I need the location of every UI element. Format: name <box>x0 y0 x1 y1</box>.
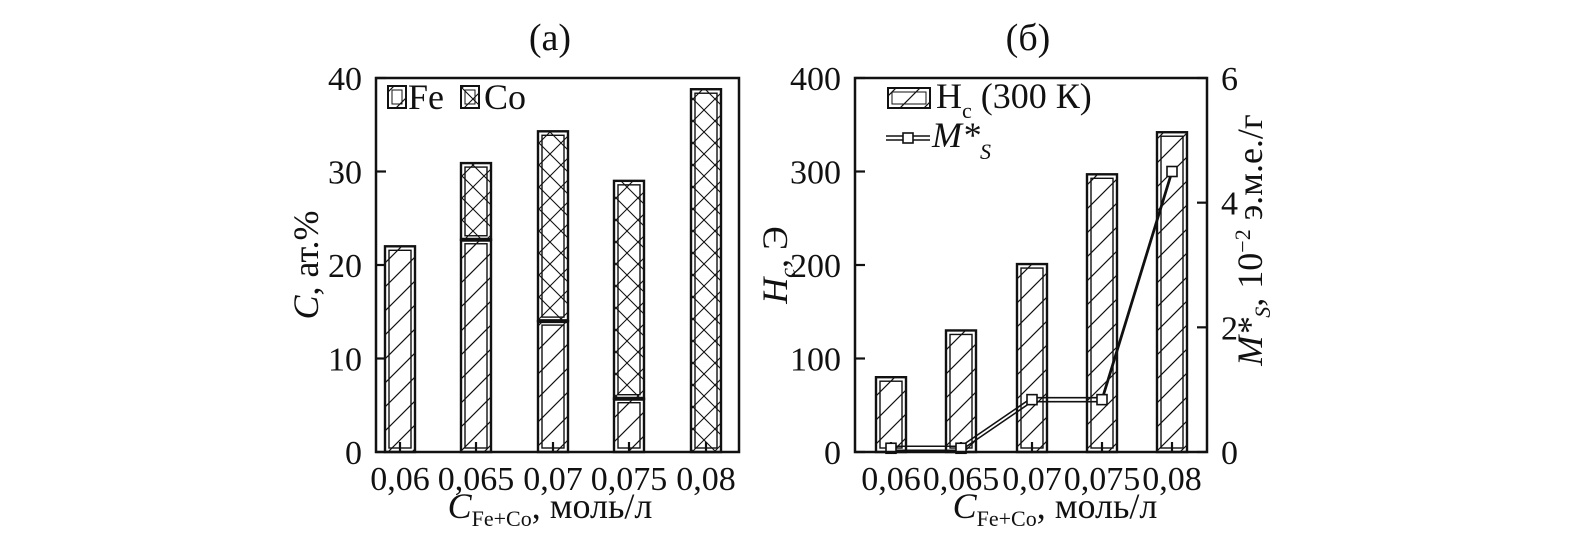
panel-a-x-axis-label: CFe+Co, моль/л <box>448 486 653 531</box>
legend-co-label: Co <box>484 77 526 117</box>
panel-a-y-tick-label: 10 <box>328 342 362 379</box>
panel-b-right-label-sub: S <box>1250 307 1275 318</box>
panel-b-left-tick-label: 300 <box>790 155 841 192</box>
panel-a-y-tick-label: 0 <box>345 435 362 472</box>
panel-b-x-tick-labels: 0,06 0,065 0,07 0,075 0,08 <box>861 461 1202 498</box>
panel-b-right-label-var: M* <box>1230 318 1270 367</box>
panel-b-bars <box>874 131 1189 454</box>
panel-b-right-tick-label: 6 <box>1221 61 1238 98</box>
legend-co-swatch <box>460 85 480 109</box>
bar-hc-2 <box>1015 262 1049 454</box>
panel-b-x-label-sub: Fe+Co <box>977 506 1037 531</box>
panel-b-left-tick-label: 0 <box>824 435 841 472</box>
panel-a-x-tick-label: 0,075 <box>591 461 668 498</box>
panel-b-left-label-sub: c <box>775 268 800 278</box>
panel-b-right-tick-label: 2 <box>1221 310 1238 347</box>
panel-b-x-tick-label: 0,06 <box>861 461 921 498</box>
panel-b-right-label-scale: , 10 <box>1230 253 1270 307</box>
bar-fe-0 <box>383 245 417 454</box>
legend-fe-swatch <box>387 85 407 109</box>
panel-b-left-tick-label: 400 <box>790 61 841 98</box>
bar-hc-1 <box>944 329 978 454</box>
ms-point-3 <box>1096 393 1108 406</box>
panel-b-left-label-unit: , Э <box>755 226 795 268</box>
panel-a-x-label-var: C <box>448 486 473 526</box>
panel-b-right-label-exp: −2 <box>1230 229 1255 252</box>
panel-b-x-axis-label: CFe+Co, моль/л <box>953 486 1158 531</box>
panel-b-legend: Hc (300 К) M*S <box>886 76 1092 164</box>
panel-b-x-label-var: C <box>953 486 978 526</box>
bar-co-2 <box>536 130 570 323</box>
legend-hc-rest: (300 К) <box>972 76 1092 116</box>
panel-a-y-tick-labels: 0 10 20 30 40 <box>328 61 362 472</box>
panel-b-label: (б) <box>1006 17 1051 59</box>
legend-hc-swatch <box>887 87 931 109</box>
bar-co-4 <box>689 88 723 454</box>
panel-b-right-tick-label: 0 <box>1221 435 1238 472</box>
panel-a-x-tick-label: 0,06 <box>370 461 430 498</box>
panel-a-legend: Fe Co <box>387 77 526 117</box>
panel-b-left-tick-label: 100 <box>790 342 841 379</box>
bar-co-3 <box>612 179 646 400</box>
panel-a-x-label-sub: Fe+Co <box>472 506 532 531</box>
ms-point-4 <box>1166 165 1178 178</box>
panel-a-label: (а) <box>529 17 571 59</box>
panel-a-frame <box>374 76 741 454</box>
panel-a-y-tick-label: 40 <box>328 61 362 98</box>
legend-hc-sub: c <box>962 98 972 123</box>
panel-b-right-y-axis-label: M*S, 10−2 э.м.е./г <box>1230 114 1275 366</box>
legend-ms-sub: S <box>980 139 991 164</box>
panel-a-x-tick-label: 0,08 <box>676 461 736 498</box>
panel-b-chart: (б) 0 100 200 300 400 0 2 4 6 0,06 0,065 0,07 0,07… <box>755 17 1275 531</box>
bar-fe-2 <box>536 319 570 454</box>
panel-a-y-axis-label: C, ат.% <box>286 210 326 319</box>
bar-hc-3 <box>1085 173 1119 454</box>
bar-hc-4 <box>1155 131 1189 454</box>
panel-a-bars <box>383 88 723 454</box>
panel-a-x-tick-labels: 0,06 0,065 0,07 0,075 0,08 <box>370 461 736 498</box>
legend-ms-var: M* <box>931 115 980 155</box>
bar-hc-0 <box>874 376 908 454</box>
legend-hc-var: H <box>936 76 962 116</box>
panel-b-left-label-var: H <box>755 276 795 305</box>
panel-a-y-label-unit: , ат.% <box>286 210 326 295</box>
panel-a-x-label-unit: , моль/л <box>532 486 653 526</box>
ms-point-1 <box>955 442 967 455</box>
panel-a-y-tick-label: 30 <box>328 155 362 192</box>
panel-b-ms-series <box>885 165 1178 455</box>
panel-b-right-tick-labels: 0 2 4 6 <box>1221 61 1238 472</box>
legend-ms-label: M*S <box>931 115 991 164</box>
bar-fe-1 <box>459 238 493 454</box>
panel-b-x-tick-label: 0,08 <box>1142 461 1202 498</box>
panel-b-left-tick-labels: 0 100 200 300 400 <box>790 61 841 472</box>
ms-point-2 <box>1026 393 1038 406</box>
panel-a-y-tick-label: 20 <box>328 248 362 285</box>
panel-b-right-label-unit: э.м.е./г <box>1230 114 1270 229</box>
panel-b-x-tick-label: 0,075 <box>1064 461 1141 498</box>
panel-a-x-tick-label: 0,065 <box>438 461 515 498</box>
legend-ms-swatch <box>886 132 930 144</box>
panel-b-x-tick-label: 0,065 <box>923 461 1000 498</box>
legend-fe-label: Fe <box>408 77 444 117</box>
panel-b-right-tick-label: 4 <box>1221 186 1238 223</box>
legend-hc-label: Hc (300 К) <box>936 76 1092 123</box>
panel-b-left-y-axis-label: Hc, Э <box>755 226 800 305</box>
panel-b-frame <box>853 76 1209 454</box>
bar-fe-3 <box>612 397 646 454</box>
panel-b-left-tick-label: 200 <box>790 248 841 285</box>
panel-b-x-tick-label: 0,07 <box>1002 461 1062 498</box>
ms-point-0 <box>885 442 897 455</box>
panel-a-x-tick-label: 0,07 <box>523 461 583 498</box>
bar-co-1 <box>459 161 493 241</box>
panel-b-x-label-unit: , моль/л <box>1037 486 1158 526</box>
panel-a-y-label-var: C <box>286 295 326 320</box>
